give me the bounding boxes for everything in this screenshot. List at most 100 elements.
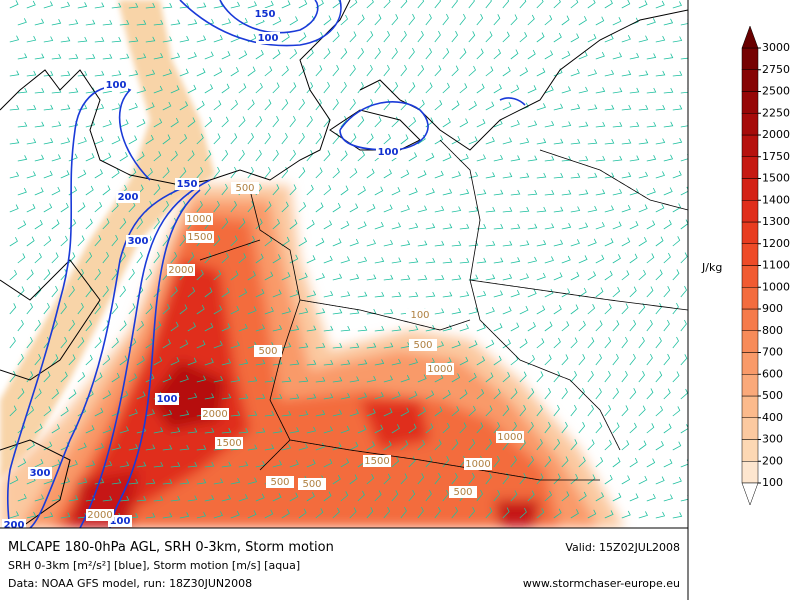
contour-labels: 150 100 100 200 150 300 100 100 300 100 200 500 1000… bbox=[2, 8, 524, 528]
colorbar-label: 2000 bbox=[762, 128, 790, 141]
colorbar-swatch bbox=[741, 178, 759, 201]
colorbar-label: 600 bbox=[762, 367, 783, 380]
colorbar-label: 300 bbox=[762, 433, 783, 446]
cape-label-box bbox=[215, 437, 243, 449]
cape-label-box bbox=[464, 458, 492, 470]
colorbar-label: 800 bbox=[762, 324, 783, 337]
colorbar-swatch bbox=[741, 439, 759, 462]
cape-label: 500 bbox=[413, 340, 432, 351]
colorbar-label: 1300 bbox=[762, 215, 790, 228]
cape-label: 500 bbox=[270, 477, 289, 488]
map-area: 150 100 100 200 150 300 100 100 300 100 200 500 1000… bbox=[0, 0, 688, 528]
cape-label-box bbox=[266, 476, 294, 488]
colorbar-swatch bbox=[741, 156, 759, 179]
colorbar-swatch bbox=[741, 461, 759, 484]
colorbar-swatch bbox=[741, 352, 759, 375]
cape-label: 1500 bbox=[216, 438, 241, 449]
srh-label: 100 bbox=[378, 147, 399, 158]
srh-label: 300 bbox=[128, 236, 149, 247]
colorbar-label: 100 bbox=[762, 476, 783, 489]
srh-label-box bbox=[175, 178, 199, 190]
colorbar-label: 2750 bbox=[762, 63, 790, 76]
colorbar-swatch bbox=[741, 91, 759, 114]
colorbar-under-triangle bbox=[741, 482, 759, 506]
colorbar-label: 2250 bbox=[762, 106, 790, 119]
colorbar-label: 500 bbox=[762, 389, 783, 402]
footer-line3: Data: NOAA GFS model, run: 18Z30JUN2008 bbox=[8, 577, 252, 590]
cape-label: 1000 bbox=[186, 214, 211, 225]
cape-label: 1500 bbox=[364, 456, 389, 467]
srh-label-box bbox=[256, 32, 280, 44]
srh-contours bbox=[7, 0, 526, 528]
cape-label: 500 bbox=[453, 487, 472, 498]
colorbar-swatch bbox=[741, 200, 759, 223]
cape-label: 100 bbox=[410, 310, 429, 321]
cape-label: 500 bbox=[302, 479, 321, 490]
colorbar-label: 1200 bbox=[762, 237, 790, 250]
srh-label-box bbox=[116, 191, 140, 203]
colorbar-label: 2500 bbox=[762, 85, 790, 98]
colorbar-unit: J/kg bbox=[701, 261, 722, 274]
cape-label: 2000 bbox=[168, 265, 193, 276]
colorbar-swatch bbox=[741, 308, 759, 331]
colorbar-swatch bbox=[741, 330, 759, 353]
colorbar-label: 1100 bbox=[762, 259, 790, 272]
cape-label: 1000 bbox=[497, 432, 522, 443]
srh-label-box bbox=[2, 519, 26, 528]
colorbar-label: 1000 bbox=[762, 280, 790, 293]
cape-label-box bbox=[409, 339, 437, 351]
srh-label-box bbox=[28, 467, 52, 479]
cape-label-box bbox=[201, 408, 229, 420]
cape-label-box bbox=[406, 309, 434, 321]
footer-valid: Valid: 15Z02JUL2008 bbox=[565, 541, 680, 554]
srh-label-box bbox=[376, 146, 400, 158]
srh-band bbox=[0, 0, 215, 480]
colorbar-over-triangle bbox=[741, 25, 759, 49]
colorbar-label: 900 bbox=[762, 302, 783, 315]
cape-label-box bbox=[298, 478, 326, 490]
colorbar-swatch bbox=[741, 47, 759, 70]
cape-label-box bbox=[426, 363, 454, 375]
colorbar-swatch bbox=[741, 221, 759, 244]
srh-label-box bbox=[126, 235, 150, 247]
colorbar-label: 1500 bbox=[762, 172, 790, 185]
cape-label: 1000 bbox=[465, 459, 490, 470]
colorbar-label: 1400 bbox=[762, 193, 790, 206]
cape-label-box bbox=[185, 213, 213, 225]
colorbar-swatch bbox=[741, 113, 759, 136]
footer: MLCAPE 180-0hPa AGL, SRH 0-3km, Storm mo… bbox=[8, 540, 680, 590]
cape-label-box bbox=[86, 509, 114, 521]
cape-label-box bbox=[186, 231, 214, 243]
colorbar-swatch bbox=[741, 265, 759, 288]
cape-label-box bbox=[363, 455, 391, 467]
footer-title: MLCAPE 180-0hPa AGL, SRH 0-3km, Storm mo… bbox=[8, 540, 334, 555]
srh-label-box bbox=[253, 8, 277, 20]
colorbar-swatch bbox=[741, 134, 759, 157]
colorbar-label: 700 bbox=[762, 346, 783, 359]
footer-line2: SRH 0-3km [m²/s²] [blue], Storm motion [… bbox=[8, 559, 300, 572]
srh-label: 200 bbox=[118, 192, 139, 203]
cape-label: 2000 bbox=[87, 510, 112, 521]
cape-label: 1500 bbox=[187, 232, 212, 243]
cape-label: 2000 bbox=[202, 409, 227, 420]
colorbar-label: 3000 bbox=[762, 41, 790, 54]
srh-label-box bbox=[155, 393, 179, 405]
colorbar-swatch bbox=[741, 287, 759, 310]
srh-label: 100 bbox=[106, 80, 127, 91]
colorbar-swatch bbox=[741, 395, 759, 418]
cape-label-box bbox=[449, 486, 477, 498]
cape-label-box bbox=[167, 264, 195, 276]
cape-label: 1000 bbox=[427, 364, 452, 375]
srh-label-box bbox=[104, 79, 128, 91]
colorbar-swatch bbox=[741, 243, 759, 266]
footer-url: www.stormchaser-europe.eu bbox=[523, 577, 680, 590]
srh-label: 100 bbox=[258, 33, 279, 44]
cape-label-box bbox=[254, 345, 282, 357]
colorbar-swatch bbox=[741, 69, 759, 92]
srh-label: 100 bbox=[157, 394, 178, 405]
colorbar-label: 1750 bbox=[762, 150, 790, 163]
cape-label-box bbox=[496, 431, 524, 443]
cape-label: 500 bbox=[235, 183, 254, 194]
borders bbox=[199, 139, 688, 481]
